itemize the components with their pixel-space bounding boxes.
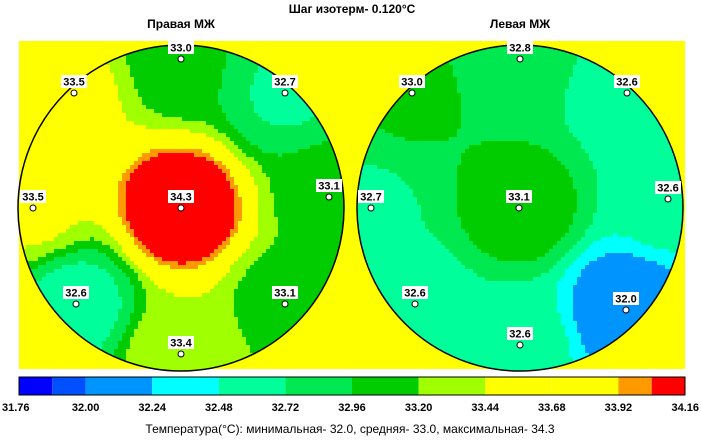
right-point-6: 33.1	[316, 179, 342, 201]
left-point-8: 32.0	[613, 292, 639, 314]
right-point-9: 33.4	[168, 336, 194, 358]
left-point-label-1: 32.8	[509, 43, 530, 55]
color-scale-ticks: 31.76 32.00 32.24 32.48 32.72 32.96 33.20 33.44…	[2, 402, 699, 414]
right-point-marker-1	[177, 55, 185, 63]
left-point-label-6: 32.6	[657, 183, 678, 195]
scale-tick-label: 32.24	[138, 402, 166, 414]
panel-title-left-breast: Левая МЖ	[490, 17, 550, 31]
right-point-5: 34.3	[168, 190, 194, 212]
left-point-label-9: 32.6	[509, 329, 530, 341]
left-point-7: 32.6	[402, 286, 428, 308]
left-point-marker-9	[516, 341, 524, 349]
left-point-marker-3	[623, 89, 631, 97]
right-point-marker-2	[70, 89, 78, 97]
scale-segment-10	[551, 377, 619, 395]
left-point-label-8: 32.0	[615, 294, 636, 306]
scale-tick-label: 33.20	[405, 402, 433, 414]
right-point-marker-5	[177, 204, 185, 212]
left-point-marker-2	[408, 89, 416, 97]
scale-tick-label: 31.76	[2, 402, 30, 414]
scale-tick-label: 32.48	[205, 402, 233, 414]
left-point-5: 33.1	[506, 190, 532, 212]
left-point-label-3: 32.6	[616, 77, 637, 89]
right-point-label-2: 33.5	[63, 77, 84, 89]
right-point-marker-7	[72, 300, 80, 308]
panel-title-right-breast: Правая МЖ	[147, 17, 215, 31]
left-point-1: 32.8	[507, 41, 533, 63]
scale-segment-4	[152, 377, 219, 395]
color-scale	[18, 376, 686, 396]
left-breast-points: 32.8 33.0 32.6 32.7 33.1 32.6 32.6 32.0 32.6	[358, 41, 681, 349]
scale-segment-3	[85, 377, 153, 395]
left-point-label-4: 32.7	[360, 192, 381, 204]
scale-tick-label: 32.96	[338, 402, 366, 414]
scale-tick-label: 32.72	[272, 402, 300, 414]
right-point-label-3: 32.7	[274, 77, 295, 89]
right-point-label-5: 34.3	[170, 192, 191, 204]
scale-segment-7	[352, 377, 419, 395]
left-point-4: 32.7	[358, 190, 384, 212]
left-point-marker-7	[411, 300, 419, 308]
left-point-marker-6	[664, 195, 672, 203]
left-point-marker-5	[515, 204, 523, 212]
scale-segment-11	[618, 377, 652, 395]
scale-segment-2	[52, 377, 86, 395]
right-point-marker-6	[325, 193, 333, 201]
chart-title: Шаг изотерм- 0.120°С	[289, 2, 416, 16]
right-point-1: 33.0	[168, 41, 194, 63]
right-point-4: 33.5	[20, 190, 46, 212]
scale-segment-1	[19, 377, 53, 395]
right-point-marker-3	[281, 89, 289, 97]
right-point-label-7: 32.6	[65, 288, 86, 300]
left-point-3: 32.6	[614, 75, 640, 97]
right-point-7: 32.6	[63, 286, 89, 308]
left-point-9: 32.6	[507, 327, 533, 349]
left-point-marker-8	[622, 306, 630, 314]
right-point-2: 33.5	[61, 75, 87, 97]
right-point-label-6: 33.1	[318, 181, 339, 193]
right-point-marker-9	[177, 350, 185, 358]
left-point-label-5: 33.1	[508, 192, 529, 204]
scale-tick-label: 33.68	[538, 402, 566, 414]
scale-tick-label: 34.16	[671, 402, 699, 414]
scale-tick-label: 32.00	[72, 402, 100, 414]
scale-segment-8	[418, 377, 486, 395]
scale-tick-label: 33.92	[605, 402, 633, 414]
right-point-8: 33.1	[272, 286, 298, 308]
left-point-2: 33.0	[399, 75, 425, 97]
right-point-marker-4	[29, 204, 37, 212]
left-point-marker-4	[367, 204, 375, 212]
right-point-label-9: 33.4	[170, 338, 192, 350]
temperature-summary: Температура(°С): минимальная- 32.0, сред…	[145, 422, 554, 436]
left-point-label-7: 32.6	[404, 288, 425, 300]
right-point-label-1: 33.0	[170, 43, 191, 55]
left-point-6: 32.6	[655, 181, 681, 203]
scale-segment-9	[485, 377, 552, 395]
scale-tick-label: 33.44	[471, 402, 499, 414]
scale-segment-5	[218, 377, 286, 395]
scale-segment-6	[285, 377, 352, 395]
right-point-label-4: 33.5	[22, 192, 43, 204]
right-point-3: 32.7	[272, 75, 298, 97]
left-point-marker-1	[516, 55, 524, 63]
scale-segment-12	[651, 377, 685, 395]
left-point-label-2: 33.0	[401, 77, 422, 89]
right-point-marker-8	[281, 300, 289, 308]
right-breast-heatmap	[18, 45, 344, 371]
scale-frame	[18, 376, 686, 396]
right-point-label-8: 33.1	[274, 288, 295, 300]
right-breast-points: 33.0 33.5 32.7 33.5 34.3 33.1 32.6 33.1 33.4	[20, 41, 342, 358]
